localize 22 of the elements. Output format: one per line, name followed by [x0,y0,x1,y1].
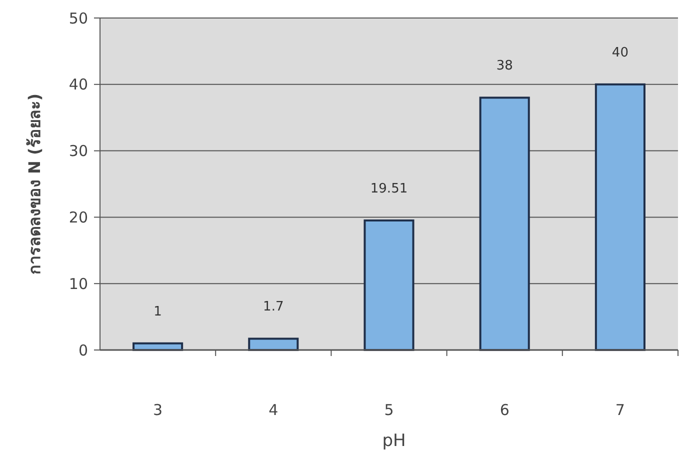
x-tick-label: 3 [153,401,163,419]
bar [594,83,646,351]
x-axis-title: pH [382,431,406,451]
y-tick-label: 20 [68,208,88,226]
data-label: 38 [496,58,513,74]
y-tick-label: 10 [68,274,88,293]
x-tick-label: 4 [268,401,278,419]
y-tick-label: 50 [68,9,88,28]
y-tick-label: 40 [68,76,88,94]
data-label: 1 [154,304,162,320]
bar [364,219,414,351]
data-label: 19.51 [370,181,408,196]
bar [479,96,530,351]
y-tick-label: 30 [68,142,88,160]
y-axis-title: การลดลงของ N (ร้อยละ) [25,93,44,275]
bar [248,338,299,351]
data-label: 40 [612,45,628,60]
y-tick-label: 0 [78,341,88,360]
x-tick-label: 7 [615,401,625,419]
x-tick-label: 6 [500,401,510,419]
data-label: 1.7 [263,300,284,315]
x-tick-label: 5 [384,401,394,419]
